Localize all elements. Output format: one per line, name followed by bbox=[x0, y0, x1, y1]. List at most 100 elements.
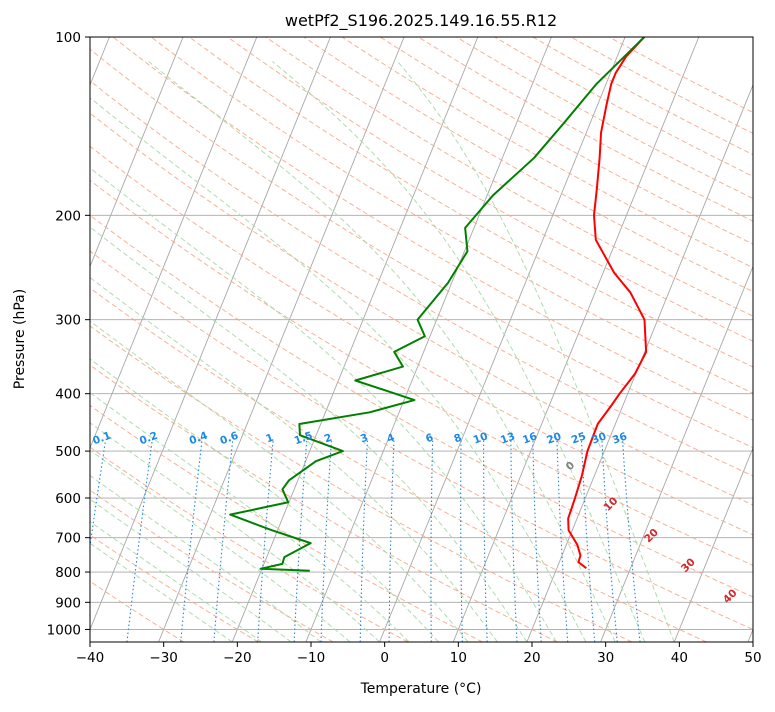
temperature-trace bbox=[567, 37, 648, 569]
mixing-ratio-label: 2 bbox=[323, 432, 334, 446]
dry-adiabat-line bbox=[456, 37, 753, 200]
dry-adiabat-line bbox=[90, 364, 558, 642]
x-axis-label: Temperature (°C) bbox=[360, 681, 482, 697]
mixing-ratio-label: 0.6 bbox=[218, 430, 240, 448]
chart-title: wetPf2_S196.2025.149.16.55.R12 bbox=[285, 11, 557, 31]
y-tick-label: 200 bbox=[55, 208, 81, 224]
mixing-ratio-line bbox=[556, 440, 569, 642]
mixing-ratio-line bbox=[483, 440, 488, 642]
moist-adiabat-line bbox=[90, 226, 528, 642]
moist-adiabat-line bbox=[90, 449, 351, 642]
dry-adiabat-line bbox=[265, 37, 753, 317]
mixing-ratio-label: 20 bbox=[545, 430, 563, 446]
mixing-ratio-line bbox=[213, 440, 234, 642]
isotherm-line bbox=[90, 37, 184, 268]
mixing-ratio-line bbox=[320, 440, 332, 642]
dry-adiabat-line bbox=[90, 489, 334, 642]
y-tick-label: 100 bbox=[55, 30, 81, 46]
mixing-ratio-label: 0.2 bbox=[138, 430, 160, 448]
moist-adiabat-line bbox=[397, 61, 675, 642]
dry-adiabat-line bbox=[90, 214, 753, 598]
mixing-ratio-label: 6 bbox=[424, 432, 435, 446]
x-tick-label: −40 bbox=[76, 650, 105, 666]
dry-adiabat-line bbox=[150, 37, 753, 394]
mixing-ratio-line bbox=[126, 440, 153, 642]
mixing-ratio-line bbox=[293, 440, 308, 642]
mixing-ratio-label: 13 bbox=[499, 430, 517, 446]
dry-adiabat-line bbox=[341, 37, 753, 269]
x-tick-label: 30 bbox=[597, 650, 614, 666]
isotherm-line bbox=[90, 37, 258, 450]
x-tick-label: −20 bbox=[223, 650, 252, 666]
mixing-ratio-label: 30 bbox=[590, 430, 608, 446]
mixing-ratio-line bbox=[257, 440, 274, 642]
y-tick-label: 500 bbox=[55, 444, 81, 460]
y-axis-label: Pressure (hPa) bbox=[12, 289, 28, 389]
mixing-ratio-line bbox=[532, 440, 542, 642]
y-tick-label: 800 bbox=[55, 565, 81, 581]
isotherm-line bbox=[90, 37, 331, 631]
x-tick-label: 10 bbox=[450, 650, 467, 666]
mixing-ratio-label: 1.5 bbox=[293, 430, 315, 448]
isotherm-line bbox=[231, 37, 479, 642]
mixing-ratio-line bbox=[359, 440, 369, 642]
plot-background bbox=[90, 37, 753, 642]
mixing-ratio-label: 3 bbox=[359, 432, 370, 446]
mixing-ratio-label: 16 bbox=[521, 430, 539, 446]
mixing-ratio-line bbox=[180, 440, 203, 642]
mixing-ratio-label: 36 bbox=[611, 430, 629, 446]
isotherm-line bbox=[158, 37, 405, 642]
dry-adiabat-line bbox=[90, 80, 753, 477]
mixing-ratio-line bbox=[601, 440, 618, 642]
isotherm-line bbox=[452, 37, 700, 642]
moist-adiabat-line bbox=[90, 392, 410, 642]
dry-adiabat-line bbox=[227, 37, 753, 342]
dry-adiabat-line bbox=[90, 250, 753, 630]
plot-frame bbox=[89, 36, 754, 643]
mixing-ratio-line bbox=[430, 440, 434, 642]
mixing-ratio-line bbox=[388, 440, 395, 642]
x-tick-label: −30 bbox=[149, 650, 178, 666]
mixing-ratio-line bbox=[622, 440, 641, 642]
moist-adiabat-line bbox=[148, 61, 616, 642]
x-tick-label: 20 bbox=[523, 650, 540, 666]
y-tick-label: 700 bbox=[55, 531, 81, 547]
x-tick-label: −10 bbox=[297, 650, 326, 666]
y-tick-label: 400 bbox=[55, 387, 81, 403]
dry-adiabat-line bbox=[90, 534, 259, 642]
mixing-ratio-line bbox=[510, 440, 518, 642]
y-tick-label: 900 bbox=[55, 595, 81, 611]
moist-adiabat-line bbox=[90, 422, 380, 642]
dry-adiabat-line bbox=[494, 37, 753, 177]
mixing-ratio-label: 0.4 bbox=[188, 430, 210, 448]
mixing-ratio-label: 4 bbox=[385, 432, 396, 446]
moist-adiabat-line bbox=[90, 167, 557, 642]
dry-adiabat-line bbox=[189, 37, 753, 368]
dry-adiabat-line bbox=[90, 145, 753, 536]
x-tick-label: 50 bbox=[744, 650, 761, 666]
dewpoint-trace bbox=[229, 37, 645, 572]
moist-adiabat-line bbox=[90, 276, 498, 642]
y-tick-label: 1000 bbox=[47, 622, 81, 638]
isotherm-line bbox=[600, 265, 753, 642]
dry-adiabat-line bbox=[90, 446, 409, 642]
dry-adiabat-line bbox=[379, 37, 753, 245]
x-tick-label: 40 bbox=[671, 650, 688, 666]
mixing-ratio-label: 25 bbox=[570, 430, 588, 446]
dry-adiabat-line bbox=[112, 37, 753, 421]
isotherm-line bbox=[379, 37, 626, 642]
dry-adiabat-line bbox=[90, 179, 753, 567]
mixing-ratio-label: 10 bbox=[472, 430, 490, 446]
y-tick-label: 600 bbox=[55, 491, 81, 507]
dry-adiabat-line bbox=[532, 37, 753, 156]
x-tick-label: 0 bbox=[380, 650, 389, 666]
moist-adiabat-line bbox=[90, 320, 469, 642]
moist-adiabat-line bbox=[90, 542, 233, 642]
moist-adiabat-line bbox=[90, 474, 321, 642]
mixing-ratio-line bbox=[460, 440, 463, 642]
isotherm-line bbox=[673, 446, 753, 642]
mixing-ratio-label: 8 bbox=[452, 432, 463, 446]
y-tick-label: 300 bbox=[55, 313, 81, 329]
